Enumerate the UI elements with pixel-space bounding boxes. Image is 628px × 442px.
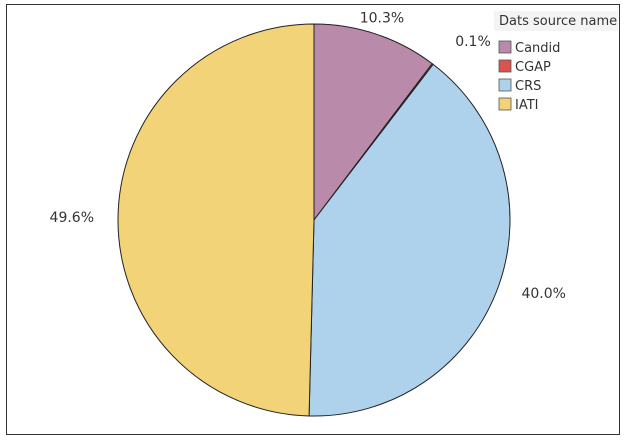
pie-slice-crs[interactable] — [308, 63, 511, 417]
legend-swatch-cgap[interactable] — [498, 59, 512, 73]
pie-slice-candid[interactable] — [313, 23, 433, 221]
legend-label-iati[interactable]: IATI — [515, 98, 539, 113]
pie-slice-iati[interactable] — [117, 23, 315, 417]
pie-label-crs: 40.0% — [521, 286, 565, 302]
chart-frame: 10.3% 0.1% 40.0% 49.6% Dats source name Can… — [6, 4, 620, 435]
pie-slices — [117, 23, 511, 417]
legend-title: Dats source name — [499, 14, 617, 29]
legend-swatch-candid[interactable] — [498, 40, 512, 54]
legend: Dats source name Candid CGAP CRS IATI — [494, 11, 618, 113]
pie-label-candid: 10.3% — [360, 10, 404, 26]
legend-label-candid[interactable]: Candid — [515, 41, 560, 56]
legend-swatch-iati[interactable] — [498, 97, 512, 111]
pie-label-iati: 49.6% — [50, 210, 94, 226]
legend-items: Candid CGAP CRS IATI — [498, 40, 560, 113]
legend-swatch-crs[interactable] — [498, 78, 512, 92]
pie-label-cgap: 0.1% — [455, 34, 491, 50]
legend-title-background — [494, 11, 618, 31]
pie-chart: 10.3% 0.1% 40.0% 49.6% Dats source name Can… — [50, 10, 618, 417]
legend-label-cgap[interactable]: CGAP — [515, 60, 551, 75]
legend-label-crs[interactable]: CRS — [515, 79, 541, 94]
pie-labels: 10.3% 0.1% 40.0% 49.6% — [50, 10, 566, 302]
